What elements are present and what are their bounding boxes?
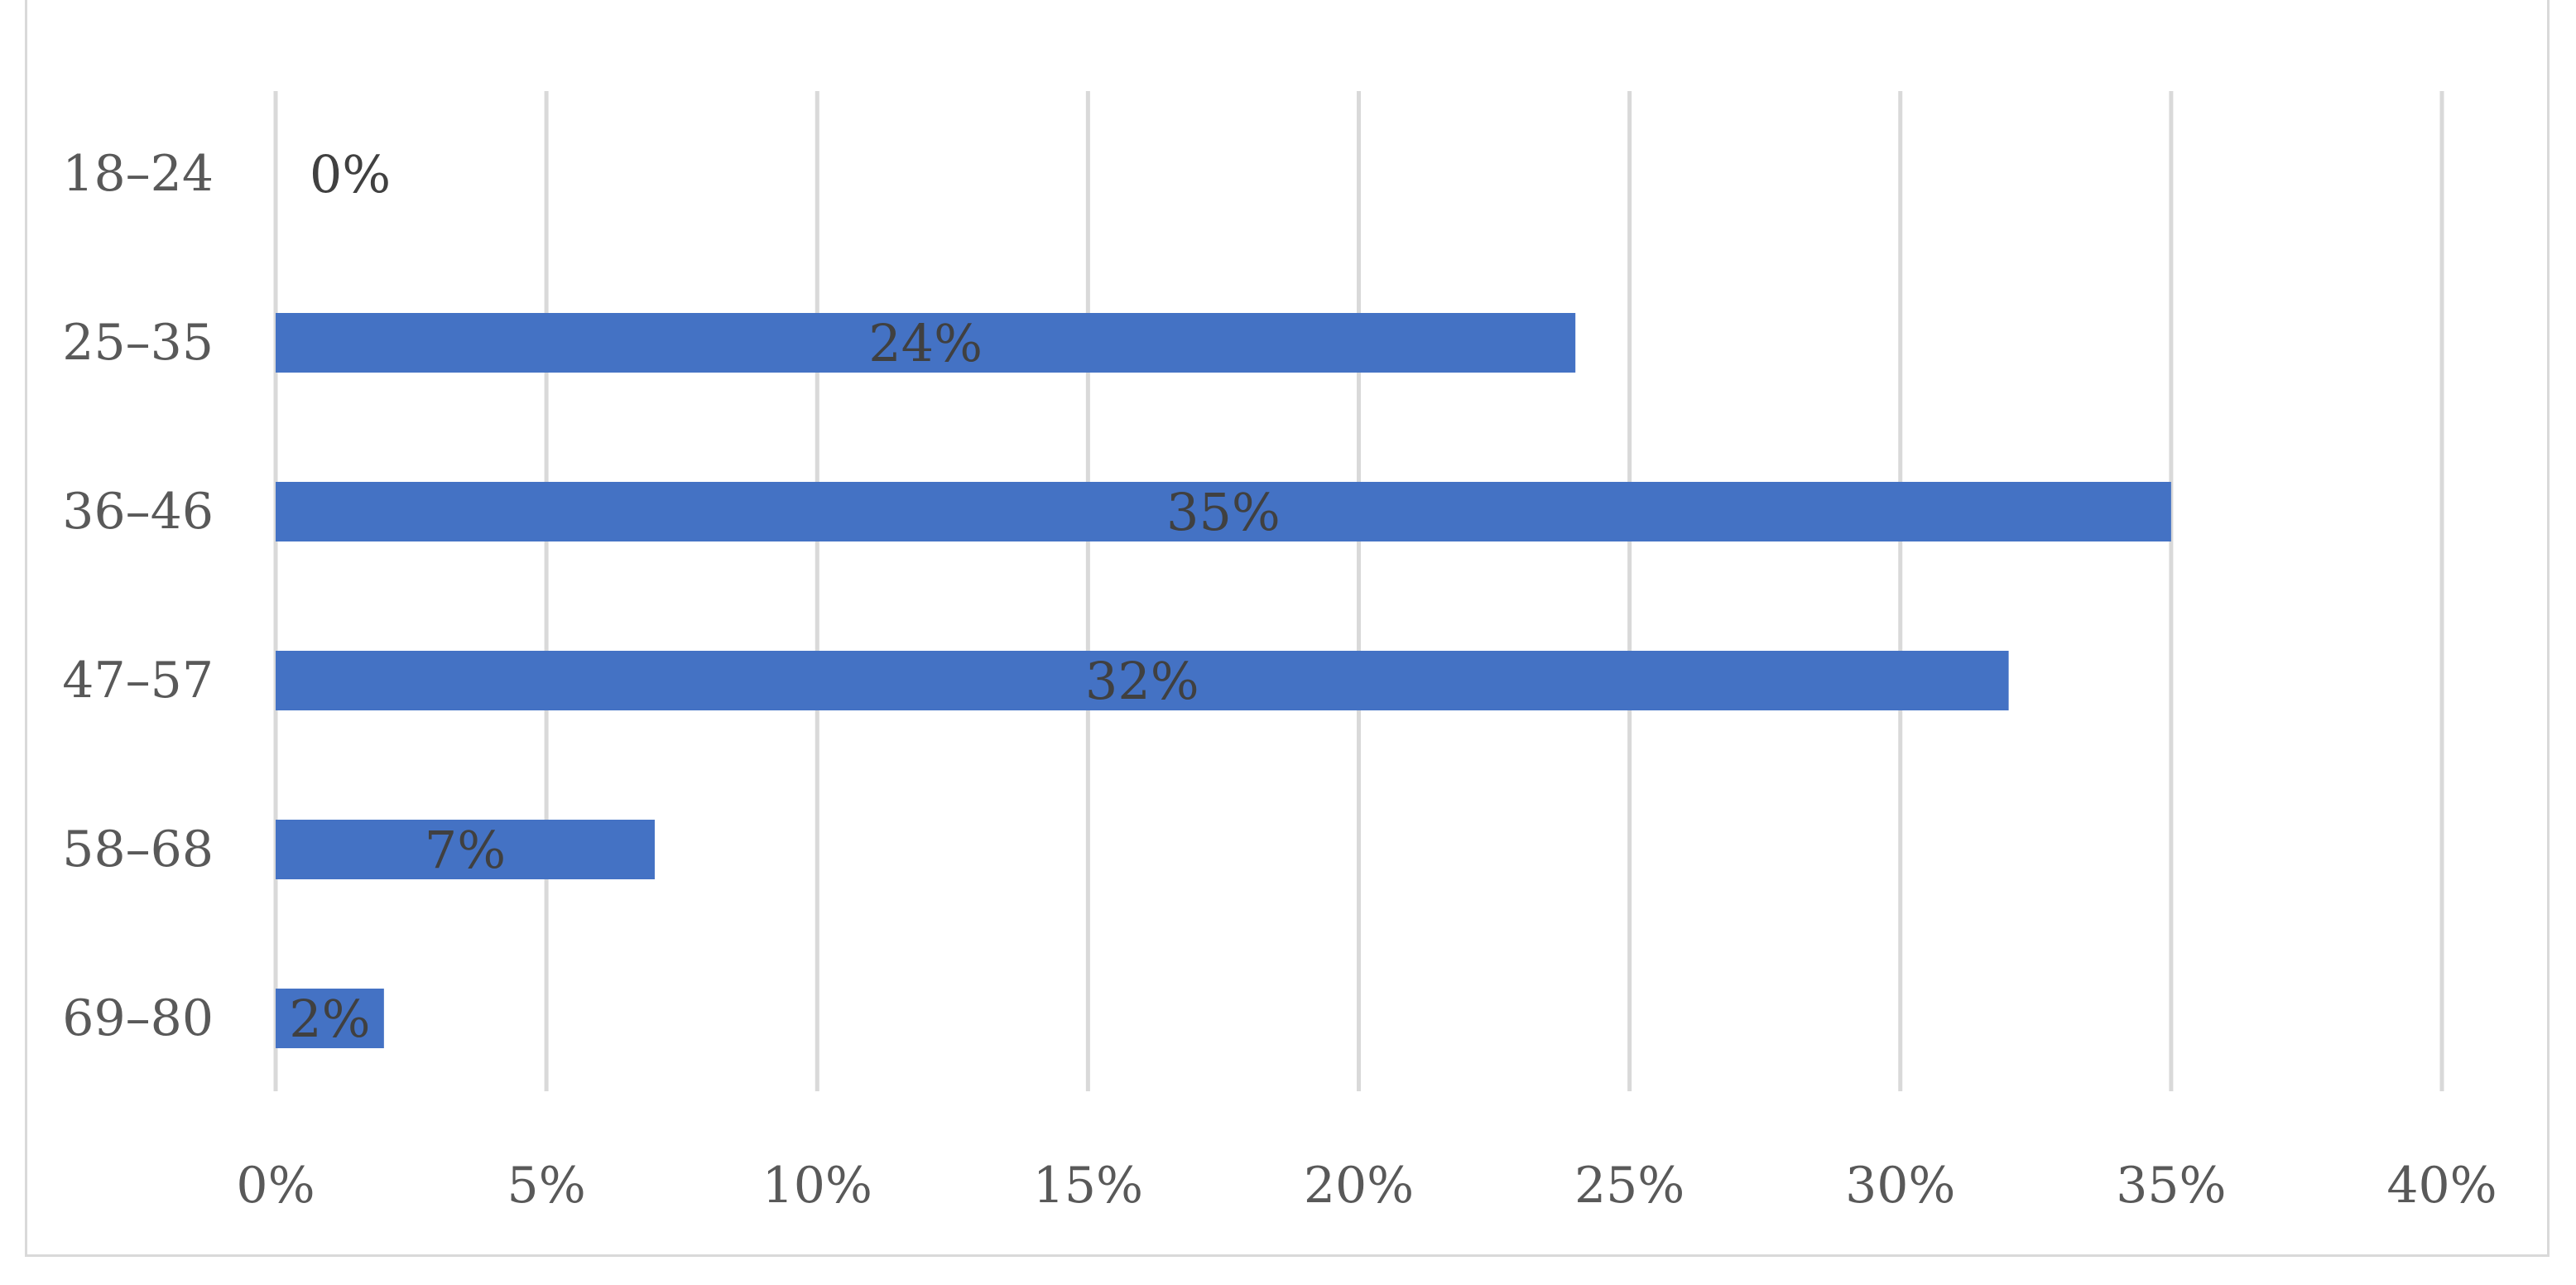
- category-labels: 18–24 25–35 36–46 47–57 58–68 69–80: [62, 145, 214, 1047]
- x-tick-label: 20%: [1304, 1157, 1414, 1215]
- data-label: 35%: [1166, 482, 1281, 542]
- x-tick-label: 0%: [236, 1157, 315, 1215]
- bar: [276, 482, 2171, 541]
- x-tick-label: 35%: [2116, 1157, 2226, 1215]
- data-label: 7%: [425, 820, 506, 880]
- x-tick-label: 30%: [1845, 1157, 1955, 1215]
- data-labels: 0% 24% 35% 32% 7% 2%: [289, 144, 1281, 1049]
- bar: [276, 989, 384, 1048]
- category-label: 25–35: [62, 314, 214, 372]
- bars: [276, 313, 2171, 1048]
- bar: [276, 313, 1576, 373]
- category-label: 58–68: [62, 821, 214, 878]
- data-label: 32%: [1085, 651, 1199, 711]
- data-label: 2%: [289, 989, 370, 1049]
- x-tick-label: 15%: [1033, 1157, 1143, 1215]
- category-label: 47–57: [62, 652, 214, 710]
- x-tick-label: 40%: [2386, 1157, 2497, 1215]
- category-label: 69–80: [62, 989, 214, 1047]
- x-tick-label: 10%: [762, 1157, 872, 1215]
- category-label: 18–24: [62, 145, 214, 203]
- x-tick-label: 5%: [507, 1157, 586, 1215]
- gridlines: [273, 91, 2444, 1091]
- chart-frame: [25, 0, 2550, 1257]
- bar: [276, 651, 2009, 710]
- data-label: 24%: [868, 313, 983, 373]
- x-tick-label: 25%: [1574, 1157, 1684, 1215]
- data-label: 0%: [310, 144, 391, 205]
- bar: [276, 820, 655, 879]
- category-label: 36–46: [62, 483, 214, 541]
- x-axis-tick-labels: 0% 5% 10% 15% 20% 25% 30% 35% 40%: [236, 1157, 2497, 1215]
